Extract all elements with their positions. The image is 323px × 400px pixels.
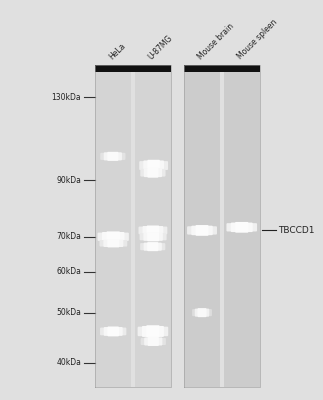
Text: Mouse spleen: Mouse spleen: [235, 18, 279, 61]
Text: Mouse brain: Mouse brain: [196, 21, 235, 61]
FancyBboxPatch shape: [102, 232, 124, 242]
FancyBboxPatch shape: [192, 309, 212, 316]
FancyBboxPatch shape: [231, 222, 253, 232]
Bar: [95, 65, 131, 387]
FancyBboxPatch shape: [144, 338, 162, 346]
FancyBboxPatch shape: [140, 233, 167, 240]
FancyBboxPatch shape: [139, 226, 167, 234]
FancyBboxPatch shape: [147, 160, 160, 171]
FancyBboxPatch shape: [107, 326, 119, 336]
FancyBboxPatch shape: [104, 152, 122, 160]
FancyBboxPatch shape: [195, 308, 209, 317]
FancyBboxPatch shape: [191, 226, 213, 235]
Text: 60kDa: 60kDa: [56, 267, 81, 276]
FancyBboxPatch shape: [143, 160, 164, 171]
Text: 90kDa: 90kDa: [56, 176, 81, 185]
FancyBboxPatch shape: [107, 152, 119, 161]
Bar: [184, 65, 220, 387]
FancyBboxPatch shape: [138, 327, 168, 336]
Text: 130kDa: 130kDa: [51, 93, 81, 102]
FancyBboxPatch shape: [141, 338, 166, 345]
FancyBboxPatch shape: [103, 240, 123, 247]
FancyBboxPatch shape: [197, 308, 207, 317]
FancyBboxPatch shape: [148, 337, 159, 346]
FancyBboxPatch shape: [147, 168, 159, 178]
FancyBboxPatch shape: [144, 168, 162, 177]
FancyBboxPatch shape: [98, 233, 129, 241]
FancyBboxPatch shape: [99, 240, 127, 246]
FancyBboxPatch shape: [140, 169, 166, 176]
Text: U-87MG: U-87MG: [147, 33, 174, 61]
Bar: [95, 65, 171, 72]
FancyBboxPatch shape: [147, 242, 158, 251]
FancyBboxPatch shape: [107, 239, 120, 248]
Text: 40kDa: 40kDa: [56, 358, 81, 368]
Bar: [135, 65, 171, 387]
FancyBboxPatch shape: [146, 325, 160, 338]
FancyBboxPatch shape: [100, 153, 125, 160]
FancyBboxPatch shape: [143, 233, 163, 241]
FancyBboxPatch shape: [147, 226, 159, 235]
FancyBboxPatch shape: [104, 327, 123, 336]
Text: 50kDa: 50kDa: [56, 308, 81, 317]
FancyBboxPatch shape: [147, 232, 159, 241]
Text: HeLa: HeLa: [107, 41, 127, 61]
FancyBboxPatch shape: [142, 226, 163, 235]
Text: 70kDa: 70kDa: [56, 232, 81, 241]
FancyBboxPatch shape: [235, 222, 248, 233]
FancyBboxPatch shape: [100, 328, 126, 335]
FancyBboxPatch shape: [140, 243, 165, 250]
FancyBboxPatch shape: [139, 161, 168, 170]
Bar: [224, 65, 260, 387]
FancyBboxPatch shape: [142, 326, 164, 337]
FancyBboxPatch shape: [187, 226, 217, 234]
Bar: [184, 65, 260, 72]
FancyBboxPatch shape: [195, 225, 209, 236]
FancyBboxPatch shape: [226, 223, 257, 232]
FancyBboxPatch shape: [106, 232, 120, 242]
FancyBboxPatch shape: [144, 242, 162, 251]
Text: TBCCD1: TBCCD1: [278, 226, 314, 235]
